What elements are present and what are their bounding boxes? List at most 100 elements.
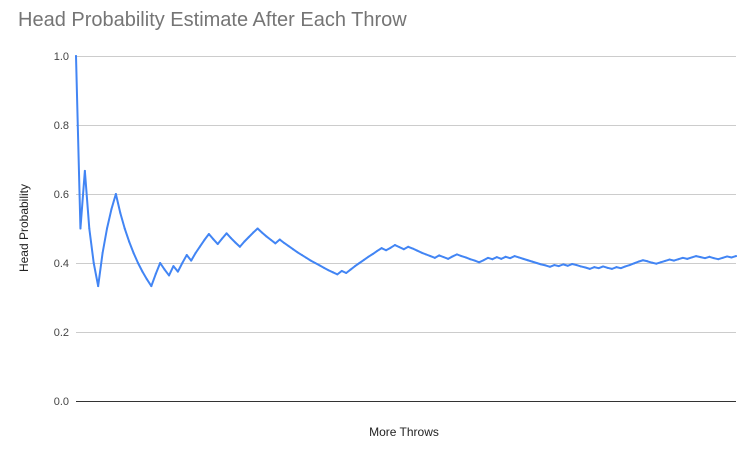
data-point xyxy=(442,256,445,259)
data-point xyxy=(340,269,343,272)
data-point xyxy=(633,262,636,265)
data-point xyxy=(318,264,321,267)
y-axis-ticks: 0.0 0.2 0.4 0.6 0.8 1.0 xyxy=(54,51,69,408)
y-tick-label: 0.4 xyxy=(54,258,69,270)
y-tick-label: 1.0 xyxy=(54,51,69,63)
data-point xyxy=(371,253,374,256)
data-point xyxy=(469,258,472,261)
data-point xyxy=(172,265,175,268)
data-point xyxy=(717,258,720,261)
data-point xyxy=(190,259,193,262)
chart-title: Head Probability Estimate After Each Thr… xyxy=(18,9,407,31)
data-point xyxy=(686,257,689,260)
data-point xyxy=(274,242,277,245)
data-point xyxy=(491,258,494,261)
data-point xyxy=(314,262,317,264)
data-point xyxy=(610,267,613,270)
data-point xyxy=(145,278,148,281)
data-point xyxy=(664,259,667,262)
data-point xyxy=(615,266,618,269)
data-point xyxy=(735,255,737,258)
data-point xyxy=(92,262,95,264)
data-point xyxy=(699,256,702,259)
data-point xyxy=(606,266,609,269)
data-point xyxy=(168,274,171,277)
data-point xyxy=(420,251,423,254)
data-point xyxy=(655,262,658,265)
data-point xyxy=(256,227,259,230)
data-point xyxy=(681,256,684,259)
data-point xyxy=(376,249,379,252)
data-point xyxy=(203,238,206,241)
data-point xyxy=(212,238,215,241)
data-point xyxy=(358,262,361,264)
data-point xyxy=(300,254,303,257)
data-point xyxy=(637,260,640,263)
data-point xyxy=(349,268,352,271)
data-point xyxy=(513,255,516,258)
data-point xyxy=(464,256,467,259)
data-point xyxy=(619,267,622,270)
data-point xyxy=(730,256,733,259)
data-point xyxy=(535,262,538,264)
data-point xyxy=(571,263,574,266)
data-point xyxy=(75,55,77,57)
data-point xyxy=(455,253,458,256)
data-point xyxy=(309,259,312,262)
series-points xyxy=(75,55,737,288)
data-point xyxy=(641,259,644,262)
data-point xyxy=(79,227,82,230)
y-tick-label: 0.6 xyxy=(54,189,69,201)
data-point xyxy=(207,233,210,236)
data-point xyxy=(97,285,100,288)
data-point xyxy=(708,255,711,258)
data-point xyxy=(393,244,396,247)
data-point xyxy=(531,260,534,263)
data-point xyxy=(141,270,144,273)
data-point xyxy=(429,255,432,258)
y-tick-label: 0.2 xyxy=(54,327,69,339)
data-point xyxy=(181,262,184,264)
data-point xyxy=(726,255,729,258)
data-point xyxy=(185,254,188,257)
data-point xyxy=(544,264,547,267)
data-point xyxy=(672,259,675,262)
data-point xyxy=(380,247,383,250)
data-point xyxy=(362,258,365,261)
y-axis-title: Head Probability xyxy=(17,184,31,272)
data-point xyxy=(695,255,698,258)
data-point xyxy=(509,257,512,260)
data-point xyxy=(225,232,228,235)
data-point xyxy=(522,257,525,260)
data-point xyxy=(424,253,427,256)
data-point xyxy=(548,265,551,268)
data-point xyxy=(517,256,520,259)
gridlines xyxy=(76,56,736,333)
data-point xyxy=(243,240,246,243)
data-point xyxy=(216,243,219,246)
data-point xyxy=(269,238,272,241)
data-point xyxy=(433,256,436,259)
data-point xyxy=(451,255,454,258)
data-point xyxy=(540,263,543,266)
data-point xyxy=(283,241,286,244)
data-point xyxy=(668,258,671,261)
data-point xyxy=(354,265,357,268)
data-point xyxy=(447,257,450,260)
data-point xyxy=(416,249,419,252)
data-point xyxy=(132,252,135,254)
data-point xyxy=(486,256,489,259)
data-point xyxy=(252,231,255,234)
data-point xyxy=(296,251,299,254)
data-point xyxy=(579,265,582,268)
data-point xyxy=(553,264,556,267)
data-point xyxy=(83,169,86,172)
data-point xyxy=(323,266,326,269)
data-point xyxy=(721,256,724,259)
data-point xyxy=(588,267,591,270)
data-point xyxy=(385,249,388,252)
data-point xyxy=(230,237,233,240)
data-point xyxy=(327,269,330,272)
data-point xyxy=(199,245,202,248)
